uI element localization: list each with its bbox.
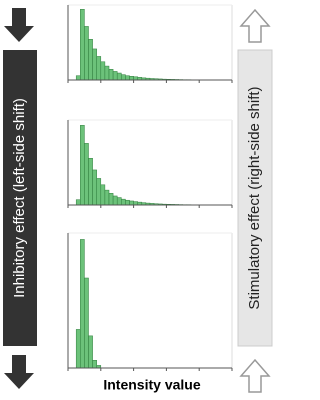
- histogram-bar: [84, 277, 89, 369]
- histogram-bar: [84, 26, 89, 81]
- histogram-bar: [96, 56, 102, 81]
- histogram-bar: [116, 197, 122, 206]
- histogram-bar: [75, 75, 81, 81]
- histogram-bar: [133, 201, 138, 206]
- x-axis-label: Intensity value: [103, 377, 200, 393]
- histogram-bar: [112, 71, 118, 81]
- histogram-bar: [125, 199, 130, 206]
- left-band: [3, 50, 37, 346]
- right-band: [237, 49, 273, 347]
- histogram-bar: [84, 143, 89, 206]
- histogram-bar: [80, 9, 85, 81]
- histogram-bar: [108, 69, 114, 81]
- figure: Inhibitory effect (left-side shift) Stim…: [3, 4, 273, 393]
- histogram-bar: [125, 75, 130, 81]
- histogram-bar: [75, 199, 81, 206]
- histogram-bar: [108, 193, 114, 206]
- histogram-bar: [92, 48, 97, 81]
- histogram-bar: [100, 184, 106, 206]
- histogram-bar: [75, 329, 81, 369]
- histogram-bar: [104, 189, 110, 206]
- histogram-bar: [96, 178, 102, 206]
- histogram-bar: [80, 125, 85, 206]
- histogram-bar: [92, 360, 97, 369]
- histogram-bar: [92, 169, 97, 206]
- histogram-bar: [88, 39, 93, 81]
- histogram-bar: [104, 65, 110, 81]
- histogram-bar: [88, 335, 93, 369]
- right-label: Stimulatory effect (right-side shift): [246, 86, 263, 309]
- histogram-bar: [129, 76, 134, 81]
- histogram-bar: [112, 195, 118, 206]
- up-arrow: [239, 8, 271, 43]
- histogram-bar: [88, 158, 93, 206]
- up-arrow: [239, 358, 271, 393]
- histogram-bar: [121, 74, 126, 81]
- histogram-bar: [129, 200, 134, 206]
- down-arrow: [4, 355, 34, 389]
- histogram-bar: [116, 72, 122, 81]
- down-arrow: [4, 8, 34, 42]
- left-label: Inhibitory effect (left-side shift): [11, 98, 28, 298]
- histogram-bar: [100, 61, 106, 81]
- histogram-bar: [80, 239, 85, 369]
- histogram-bar: [121, 198, 126, 206]
